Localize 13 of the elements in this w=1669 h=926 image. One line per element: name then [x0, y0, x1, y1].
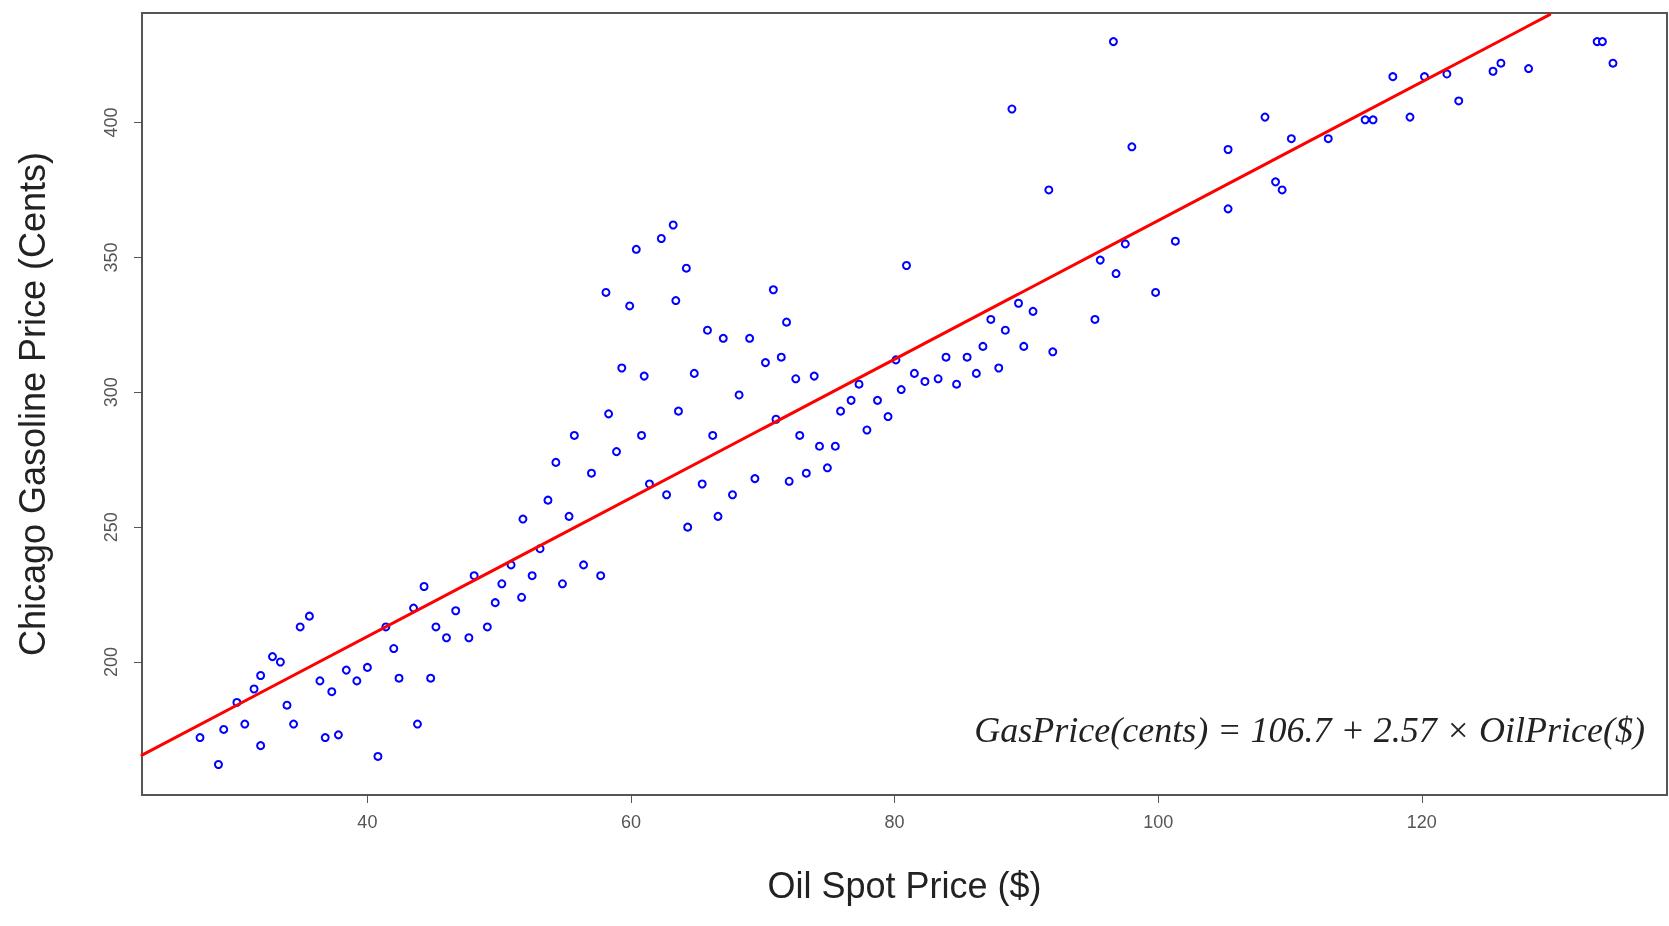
x-tick-label: 60 — [620, 812, 642, 832]
y-tick-label: 200 — [101, 646, 121, 678]
y-tick-label: 300 — [101, 377, 121, 408]
y-tick-label: 350 — [101, 242, 121, 273]
annotation: GasPrice(cents) = 106.7 + 2.57 × OilPrice($) — [974, 710, 1646, 750]
x-tick-label: 120 — [1406, 812, 1437, 832]
y-tick-label: 250 — [101, 512, 121, 543]
x-axis-title: Oil Spot Price ($) — [767, 864, 1042, 906]
x-tick-label: 80 — [884, 812, 905, 832]
x-tick-label: 100 — [1143, 812, 1174, 832]
x-tick-label: 40 — [357, 812, 378, 832]
y-tick-label: 400 — [101, 107, 121, 138]
y-axis-title: Chicago Gasoline Price (Cents) — [11, 151, 53, 657]
